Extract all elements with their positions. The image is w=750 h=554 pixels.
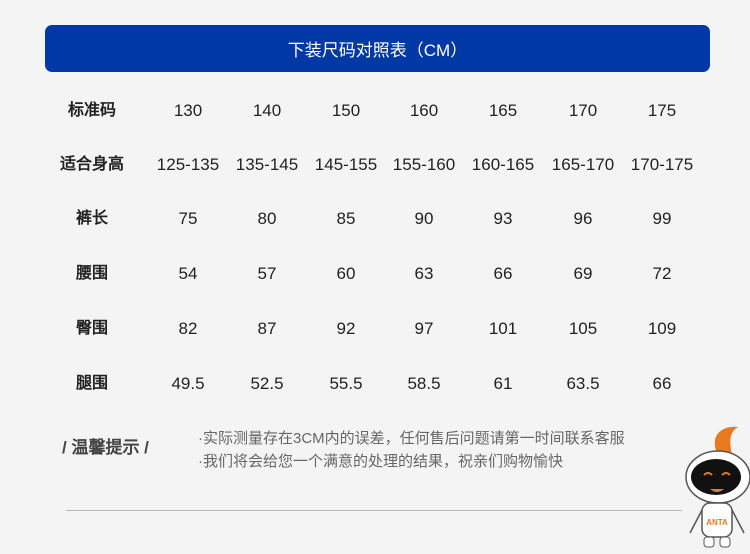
table-row: 适合身高 125-135 135-145 145-155 155-160 160-165 1… — [0, 150, 750, 180]
table-row: 腰围 54 57 60 63 66 69 72 — [0, 259, 750, 289]
table-cell: 80 — [257, 209, 277, 228]
table-cell: 61 — [493, 374, 513, 393]
table-cell: 90 — [414, 209, 434, 228]
table-cell: 66 — [493, 264, 513, 283]
table-row: 标准码 130 140 150 160 165 170 175 — [0, 96, 750, 126]
table-cell: 93 — [493, 209, 513, 228]
table-cell: 97 — [414, 319, 434, 338]
table-cell: 109 — [647, 319, 677, 338]
table-row: 臀围 82 87 92 97 101 105 109 — [0, 314, 750, 344]
table-cell: 130 — [173, 101, 203, 120]
row-label: 臀围 — [75, 320, 108, 337]
table-cell: 63 — [414, 264, 434, 283]
table-cell: 63.5 — [566, 374, 600, 393]
table-cell: 58.5 — [407, 374, 441, 393]
table-cell: 96 — [573, 209, 593, 228]
table-cell: 75 — [178, 209, 198, 228]
table-cell: 165-170 — [551, 155, 615, 174]
table-row: 腿围 49.5 52.5 55.5 58.5 61 63.5 66 — [0, 369, 750, 399]
table-cell: 49.5 — [171, 374, 205, 393]
table-cell: 52.5 — [250, 374, 284, 393]
table-cell: 170 — [568, 101, 598, 120]
table-cell: 105 — [568, 319, 598, 338]
tip-line: ·实际测量存在3CM内的误差，任何售后问题请第一时间联系客服 — [198, 430, 625, 447]
table-cell: 66 — [652, 374, 672, 393]
row-label: 腿围 — [75, 375, 108, 392]
row-label: 裤长 — [75, 210, 108, 227]
row-label: 腰围 — [75, 265, 108, 282]
tips-title: / 温馨提示 / — [62, 438, 149, 457]
size-chart-header: 下装尺码对照表（CM） — [45, 25, 710, 72]
table-row: 裤长 75 80 85 90 93 96 99 — [0, 204, 750, 234]
table-cell: 72 — [652, 264, 672, 283]
table-cell: 155-160 — [392, 155, 456, 174]
row-label: 适合身高 — [59, 156, 124, 173]
table-cell: 55.5 — [329, 374, 363, 393]
table-cell: 92 — [336, 319, 356, 338]
table-cell: 99 — [652, 209, 672, 228]
table-cell: 87 — [257, 319, 277, 338]
table-cell: 175 — [647, 101, 677, 120]
table-cell: 150 — [331, 101, 361, 120]
table-cell: 160-165 — [471, 155, 535, 174]
table-cell: 170-175 — [630, 155, 694, 174]
table-cell: 160 — [409, 101, 439, 120]
table-cell: 125-135 — [156, 155, 220, 174]
table-cell: 54 — [178, 264, 198, 283]
row-label: 标准码 — [67, 102, 116, 119]
page-title: 下装尺码对照表（CM） — [287, 41, 468, 60]
table-cell: 101 — [488, 319, 518, 338]
table-cell: 57 — [257, 264, 277, 283]
table-cell: 60 — [336, 264, 356, 283]
tip-line: ·我们将会给您一个满意的处理的结果，祝亲们购物愉快 — [198, 453, 563, 470]
table-cell: 140 — [252, 101, 282, 120]
table-cell: 145-155 — [314, 155, 378, 174]
mascot-image: ANTA — [685, 426, 750, 548]
table-cell: 85 — [336, 209, 356, 228]
table-cell: 69 — [573, 264, 593, 283]
svg-text:ANTA: ANTA — [706, 518, 728, 527]
divider — [66, 510, 682, 511]
table-cell: 165 — [488, 101, 518, 120]
table-cell: 135-145 — [235, 155, 299, 174]
table-cell: 82 — [178, 319, 198, 338]
